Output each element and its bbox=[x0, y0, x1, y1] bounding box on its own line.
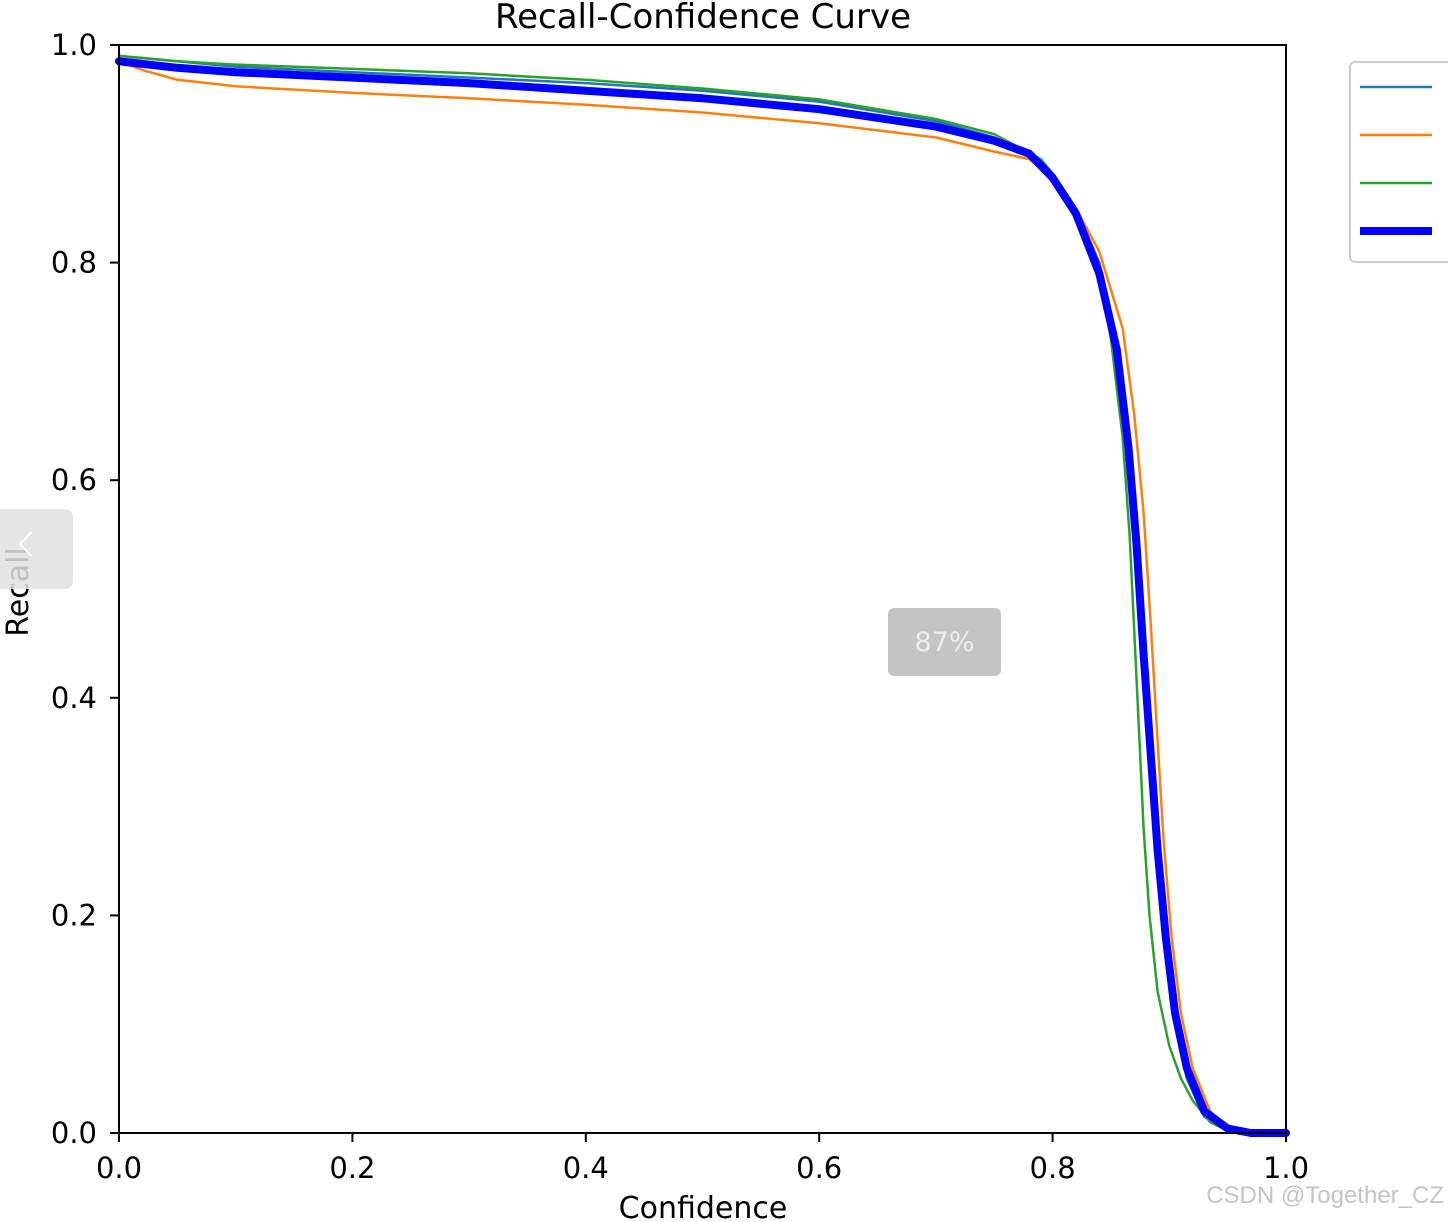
x-tick-label: 0.2 bbox=[329, 1151, 375, 1185]
x-tick-label: 0.0 bbox=[96, 1151, 142, 1185]
y-tick-label: 0.6 bbox=[51, 463, 97, 497]
x-axis-title: Confidence bbox=[619, 1191, 788, 1222]
series-line-1 bbox=[117, 54, 1288, 1135]
x-tick-label: 0.8 bbox=[1030, 1151, 1076, 1185]
plot-frame bbox=[118, 44, 1287, 1134]
y-tick-label: 0.4 bbox=[51, 681, 97, 715]
watermark: CSDN @Together_CZ bbox=[1206, 1182, 1444, 1209]
previous-image-button[interactable] bbox=[0, 509, 73, 589]
zoom-level-badge: 87% bbox=[888, 608, 1001, 676]
x-tick-label: 0.6 bbox=[796, 1151, 842, 1185]
legend bbox=[1349, 61, 1448, 263]
y-axis: 0.0 0.2 0.4 0.6 0.8 1.0 bbox=[51, 28, 119, 1150]
series-line-3 bbox=[117, 54, 1288, 1135]
chart-title: Recall-Confidence Curve bbox=[495, 0, 911, 37]
y-tick-label: 0.2 bbox=[51, 898, 97, 932]
series-line-4 bbox=[115, 57, 1290, 1137]
y-tick-label: 0.8 bbox=[51, 246, 97, 280]
series-layer bbox=[115, 54, 1290, 1137]
y-tick-label: 1.0 bbox=[51, 28, 97, 62]
x-tick-label: 1.0 bbox=[1263, 1151, 1309, 1185]
x-tick-label: 0.4 bbox=[563, 1151, 609, 1185]
legend-box bbox=[1349, 61, 1448, 263]
x-axis: 0.0 0.2 0.4 0.6 0.8 1.0 bbox=[96, 1133, 1309, 1185]
legend-entries bbox=[1360, 85, 1432, 235]
chevron-left-icon bbox=[18, 531, 44, 557]
y-tick-label: 0.0 bbox=[51, 1116, 97, 1150]
series-line-2 bbox=[117, 60, 1288, 1135]
